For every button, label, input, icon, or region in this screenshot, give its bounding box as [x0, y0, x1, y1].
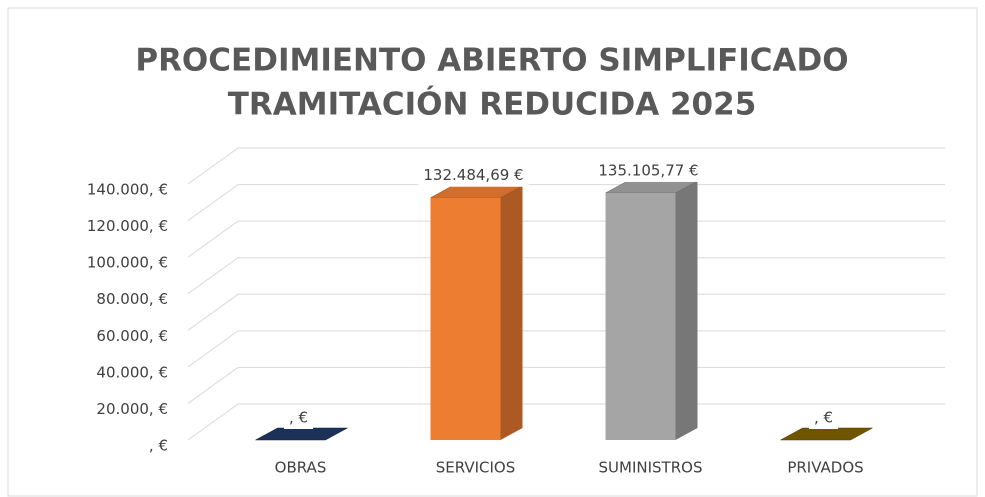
bar-side: [500, 185, 523, 440]
value-label: 135.105,77 €: [598, 161, 698, 179]
y-tick-label: 20.000, €: [96, 400, 168, 418]
grid-line: [187, 257, 945, 295]
bar-top: [255, 427, 348, 441]
y-tick-label: 100.000, €: [87, 254, 168, 272]
value-label: , €: [289, 409, 308, 427]
grid-line: [187, 403, 945, 441]
y-tick-label: , €: [149, 437, 168, 455]
value-label-box: [808, 407, 839, 429]
bar-top: [780, 427, 873, 441]
grid-line: [187, 220, 945, 258]
x-tick-label: SERVICIOS: [436, 459, 516, 477]
grid-line: [187, 147, 945, 185]
grid-line: [187, 330, 945, 368]
bar-side: [675, 180, 698, 440]
x-tick-label: SUMINISTROS: [599, 459, 703, 477]
grid-line: [187, 366, 945, 404]
value-label: 132.484,69 €: [423, 166, 523, 184]
value-label-box: [593, 159, 704, 182]
value-label-box: [418, 164, 529, 187]
grid-line: [187, 184, 945, 221]
y-tick-label: 140.000, €: [87, 181, 168, 199]
bar: [605, 192, 676, 440]
grid-line: [187, 293, 945, 331]
y-tick-label: 60.000, €: [96, 327, 168, 345]
chart-title: TRAMITACIÓN REDUCIDA 2025: [228, 86, 757, 123]
y-tick-label: 80.000, €: [96, 290, 168, 308]
x-tick-label: OBRAS: [275, 459, 327, 477]
bar: [430, 197, 501, 440]
value-label-box: [283, 407, 314, 429]
y-tick-label: 120.000, €: [87, 217, 168, 235]
y-tick-label: 40.000, €: [96, 363, 168, 381]
value-label: , €: [814, 409, 833, 427]
x-tick-label: PRIVADOS: [787, 459, 863, 477]
chart-title: PROCEDIMIENTO ABIERTO SIMPLIFICADO: [135, 43, 848, 79]
